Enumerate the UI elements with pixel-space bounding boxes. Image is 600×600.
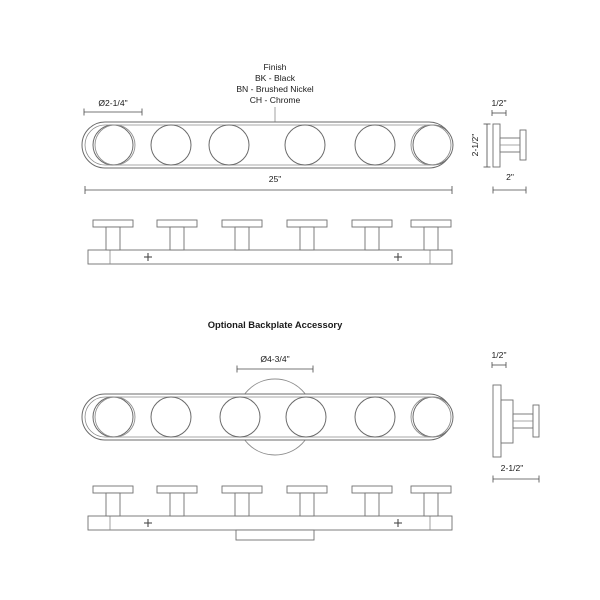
- socket-face-6-inner: [410, 124, 452, 166]
- backplate-socket-face-4: [285, 396, 327, 438]
- socket-elevation-2: [156, 219, 198, 251]
- backplate-socket-elevation-6: [410, 485, 452, 517]
- socket-elevation-1: [92, 219, 134, 251]
- socket-stem-4: [299, 226, 315, 251]
- side-height-label: 2-1/2": [470, 134, 480, 157]
- backplate-socket-cap-1: [92, 485, 134, 494]
- backplate-socket-cap-5: [351, 485, 393, 494]
- backplate-canopy: [500, 399, 514, 444]
- backplate-socket-stem-6: [423, 492, 439, 517]
- backplate-side-depth-label: 1/2": [492, 350, 507, 360]
- socket-elevation-5: [351, 219, 393, 251]
- top-front-elevation: [87, 219, 453, 265]
- side-projection-label: 2": [506, 172, 514, 182]
- backplate-fixture-body-outline: [81, 393, 453, 441]
- socket-cap-3: [221, 219, 263, 228]
- backplate-diameter-label: Ø4-3/4": [260, 354, 289, 364]
- backplate-socket-elevation-1: [92, 485, 134, 517]
- mounting-screw-left: [144, 253, 152, 261]
- backplate-socket-stem-2: [169, 492, 185, 517]
- socket-cap-1: [92, 219, 134, 228]
- socket-stem-3: [234, 226, 250, 251]
- backplate-mounting-screw-left: [144, 519, 152, 527]
- top-side-view: 1/2" 2-1/2" 2": [470, 98, 527, 194]
- socket-face-1: [92, 124, 134, 166]
- backplate-socket-cap-3: [221, 485, 263, 494]
- socket-elevation-3: [221, 219, 263, 251]
- backplate-socket-elevation-2: [156, 485, 198, 517]
- backplate-socket-face-5: [354, 396, 396, 438]
- backplate-plan-view: [81, 378, 454, 456]
- socket-cap-5: [351, 219, 393, 228]
- socket-cap-2: [156, 219, 198, 228]
- socket-cap-4: [286, 219, 328, 228]
- backplate-socket-elevation-4: [286, 485, 328, 517]
- side-depth-label: 1/2": [492, 98, 507, 108]
- backplate-socket-face-6: [412, 396, 454, 438]
- top-plan-view: [81, 121, 454, 169]
- backplate-side-view: 1/2" 2-1/2": [492, 350, 540, 483]
- finish-note-heading: Finish: [264, 62, 287, 72]
- backplate-socket-face-1: [92, 396, 134, 438]
- backplate-socket-stem-1: [105, 492, 121, 517]
- socket-diameter-label: Ø2-1/4": [98, 98, 127, 108]
- mounting-screw-right: [394, 253, 402, 261]
- socket-face-5: [354, 124, 396, 166]
- backplate-projection-profile: [235, 529, 315, 541]
- socket-elevation-6: [410, 219, 452, 251]
- backplate-socket-stem-5: [364, 492, 380, 517]
- socket-face-1-inner: [94, 124, 136, 166]
- socket-stem-2: [169, 226, 185, 251]
- backplate-side-lamp-cap: [532, 404, 540, 438]
- socket-stem-1: [105, 226, 121, 251]
- socket-face-2: [150, 124, 192, 166]
- overall-width-dimension: 25": [84, 174, 453, 194]
- backplate-mounting-screw-right: [394, 519, 402, 527]
- backplate-side-projection-label: 2-1/2": [501, 463, 524, 473]
- finish-option-ch: CH - Chrome: [250, 95, 301, 105]
- backplate-socket-elevation-5: [351, 485, 393, 517]
- backplate-socket-stem-3: [234, 492, 250, 517]
- backplate-socket-face-1-inner: [94, 396, 136, 438]
- backplate-socket-face-3: [219, 396, 261, 438]
- backplate-socket-stem-4: [299, 492, 315, 517]
- backplate-socket-cap-4: [286, 485, 328, 494]
- socket-cap-6: [410, 219, 452, 228]
- socket-stem-6: [423, 226, 439, 251]
- mounting-bar: [87, 249, 453, 265]
- backplate-socket-face-2: [150, 396, 192, 438]
- side-lamp-cap: [519, 129, 527, 161]
- backplate-wall-plate: [492, 384, 502, 458]
- finish-option-bn: BN - Brushed Nickel: [236, 84, 313, 94]
- side-wall-plate: [492, 123, 501, 168]
- backplate-front-elevation: [87, 485, 453, 541]
- backplate-socket-face-6-inner: [410, 396, 452, 438]
- backplate-socket-cap-2: [156, 485, 198, 494]
- finish-option-bk: BK - Black: [255, 73, 296, 83]
- backplate-socket-elevation-3: [221, 485, 263, 517]
- socket-face-3: [208, 124, 250, 166]
- socket-stem-5: [364, 226, 380, 251]
- fixture-body-outline: [81, 121, 453, 169]
- socket-elevation-4: [286, 219, 328, 251]
- backplate-socket-cap-6: [410, 485, 452, 494]
- socket-face-4: [284, 124, 326, 166]
- overall-width-label: 25": [269, 174, 282, 184]
- socket-diameter-dimension: Ø2-1/4": [83, 98, 143, 116]
- backplate-diameter-dimension: Ø4-3/4": [236, 354, 314, 373]
- backplate-section-heading: Optional Backplate Accessory: [208, 319, 343, 330]
- socket-face-6: [412, 124, 454, 166]
